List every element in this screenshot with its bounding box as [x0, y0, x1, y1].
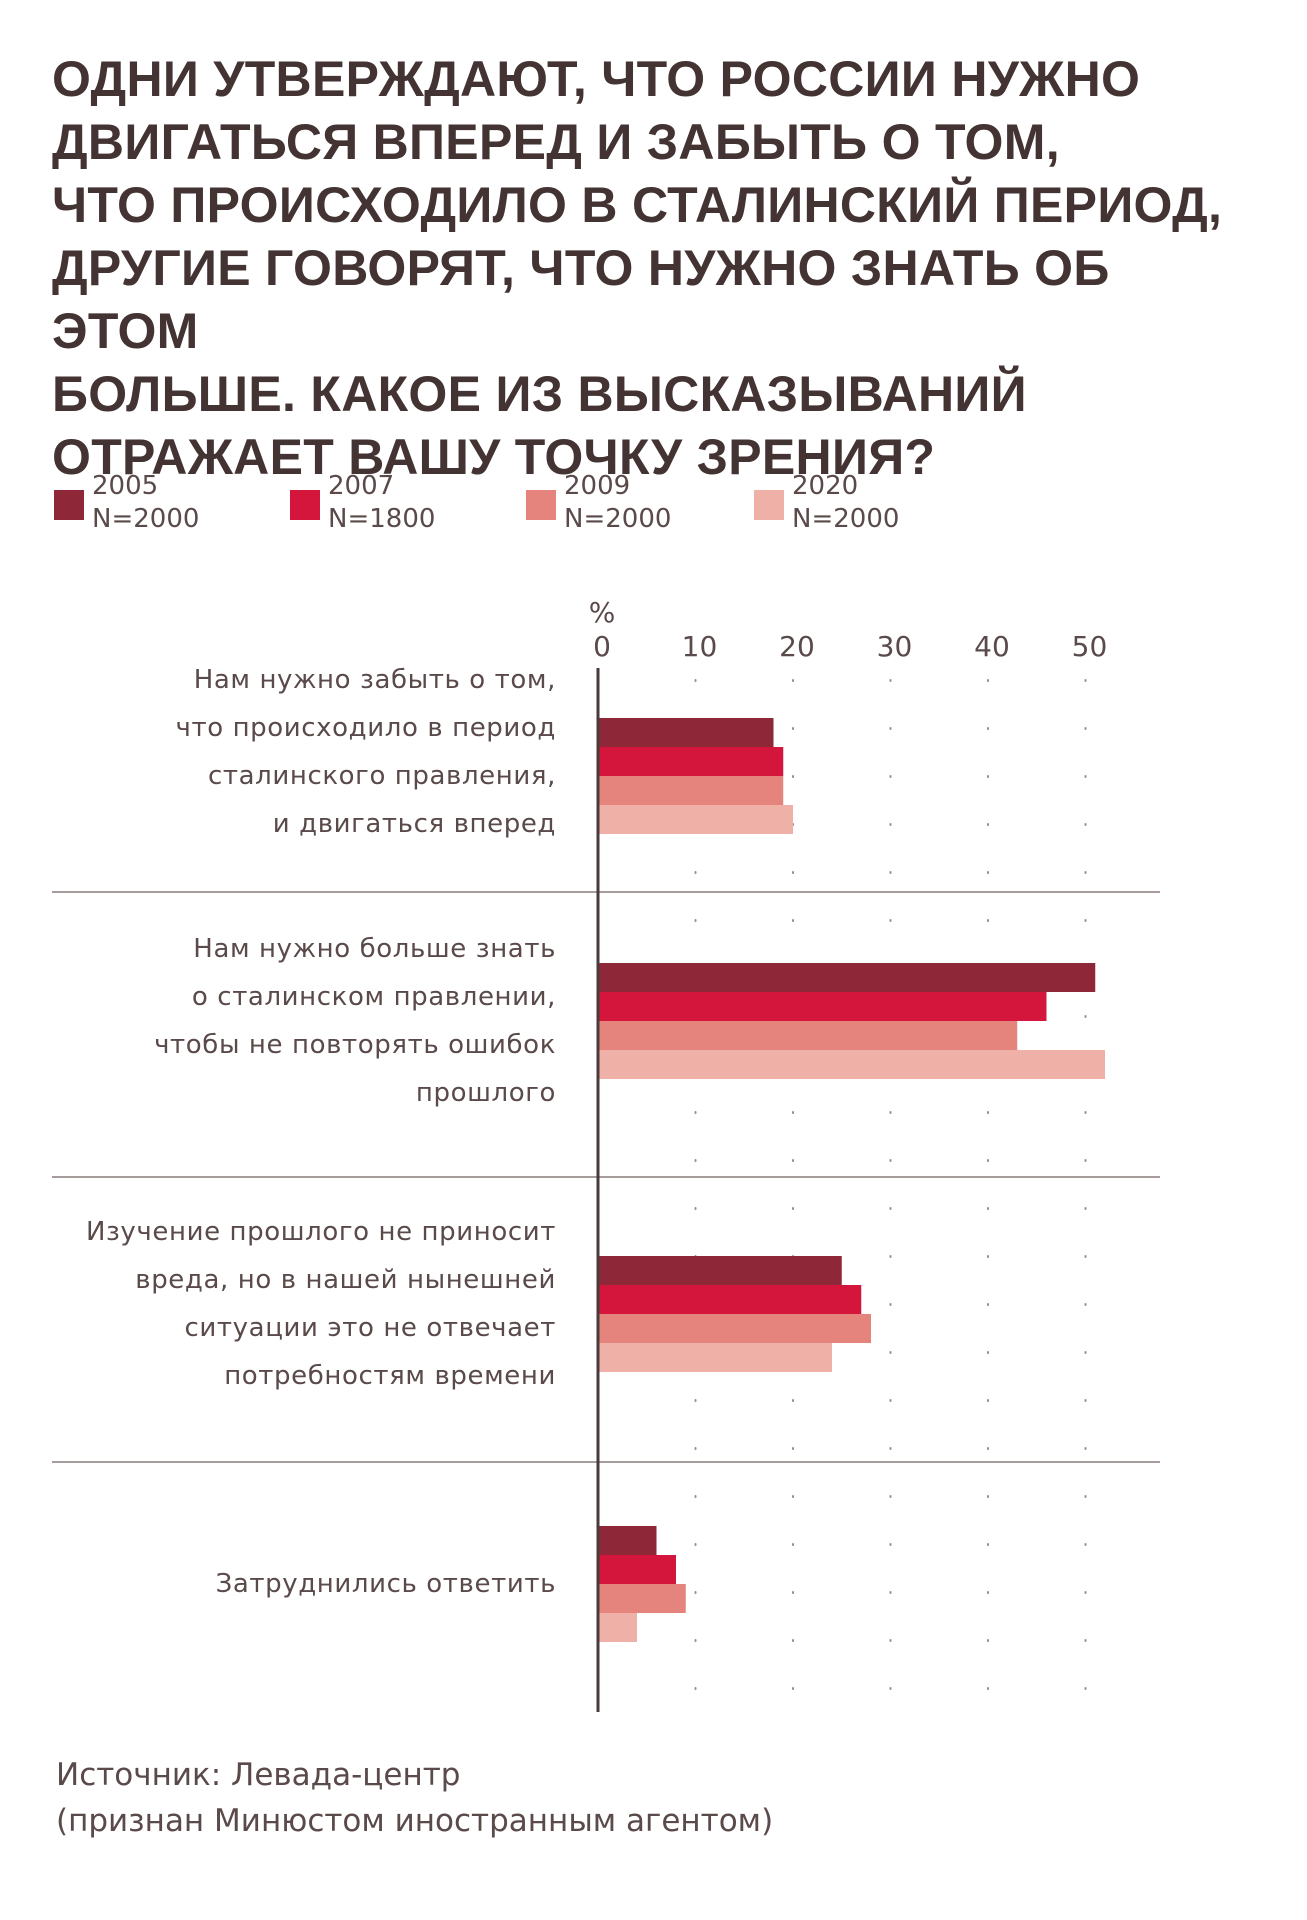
legend: 2005 N=2000 2007 N=1800 2009 N=2000 2020… [54, 470, 1054, 550]
legend-sample-size: N=2000 [792, 504, 900, 534]
legend-sample-size: N=1800 [328, 504, 436, 534]
legend-sample-size: N=2000 [564, 504, 672, 534]
category-label-line: потребностям времени [224, 1361, 556, 1391]
bar-2007 [598, 992, 1047, 1021]
bar-2009 [598, 1314, 871, 1343]
category-label-line: Изучение прошлого не приносит [86, 1217, 556, 1247]
bar-2007 [598, 1555, 676, 1584]
category-label-line: о сталинском правлении, [192, 982, 556, 1012]
category-label-line: сталинского правления, [208, 761, 556, 791]
axis-unit-label: % [589, 596, 616, 629]
category-label: Затруднились ответить [216, 1569, 556, 1599]
bar-2009 [598, 1584, 686, 1613]
legend-swatch [526, 490, 556, 520]
bar-2007 [598, 1285, 862, 1314]
x-tick-label: 30 [877, 630, 913, 663]
chart-title-line: БОЛЬШЕ. КАКОЕ ИЗ ВЫСКАЗЫВАНИЙ [52, 366, 1027, 422]
bar-2007 [598, 747, 784, 776]
source-line: (признан Минюстом иностранным агентом) [56, 1803, 774, 1839]
x-tick-label: 40 [974, 630, 1010, 663]
legend-year: 2005 [92, 471, 159, 501]
legend-sample-size: N=2000 [92, 504, 200, 534]
chart-title-line: ОДНИ УТВЕРЖДАЮТ, ЧТО РОССИИ НУЖНО [52, 51, 1141, 107]
legend-year: 2007 [328, 471, 395, 501]
bar-2009 [598, 1021, 1018, 1050]
x-tick-label: 10 [682, 630, 718, 663]
bar-2005 [598, 963, 1096, 992]
chart-title-line: ОТРАЖАЕТ ВАШУ ТОЧКУ ЗРЕНИЯ? [52, 429, 936, 485]
bar-2020 [598, 1343, 832, 1372]
x-tick-label: 50 [1072, 630, 1108, 663]
bar-2005 [598, 1526, 657, 1555]
category-label: Изучение прошлого не приносит вреда, но в… [86, 1217, 556, 1391]
legend-swatch [54, 490, 84, 520]
category-label-line: что происходило в период [175, 713, 556, 743]
x-tick-label: 0 [593, 630, 611, 663]
bar-2005 [598, 718, 774, 747]
x-tick-label: 20 [779, 630, 815, 663]
category-label: Нам нужно больше знать о сталинском правл… [154, 934, 556, 1108]
category-label-line: Нам нужно забыть о том, [194, 665, 556, 695]
chart-title-line: ЧТО ПРОИСХОДИЛО В СТАЛИНСКИЙ ПЕРИОД, [52, 177, 1223, 233]
bar-2020 [598, 1613, 637, 1642]
chart-title: ОДНИ УТВЕРЖДАЮТ, ЧТО РОССИИ НУЖНО ДВИГАТ… [52, 48, 1252, 489]
source-note: Источник: Левада-центр (признан Минюстом… [56, 1752, 773, 1844]
bar-2005 [598, 1256, 842, 1285]
source-line: Источник: Левада-центр [56, 1757, 461, 1793]
category-label-line: прошлого [416, 1078, 556, 1108]
category-label: Нам нужно забыть о том, что происходило в… [175, 665, 556, 839]
category-label-line: и двигаться вперед [273, 809, 556, 839]
legend-year: 2020 [792, 471, 859, 501]
legend-swatch [290, 490, 320, 520]
chart-title-line: ДВИГАТЬСЯ ВПЕРЕД И ЗАБЫТЬ О ТОМ, [52, 114, 1060, 170]
category-label-line: Нам нужно больше знать [193, 934, 556, 964]
category-label-line: Затруднились ответить [216, 1569, 556, 1599]
chart-title-line: ДРУГИЕ ГОВОРЯТ, ЧТО НУЖНО ЗНАТЬ ОБ ЭТОМ [52, 240, 1110, 359]
category-label-line: ситуации это не отвечает [185, 1313, 556, 1343]
legend-year: 2009 [564, 471, 631, 501]
legend-swatch [754, 490, 784, 520]
bar-2020 [598, 1050, 1105, 1079]
bar-2020 [598, 805, 793, 834]
category-label-line: чтобы не повторять ошибок [154, 1030, 556, 1060]
bar-2009 [598, 776, 784, 805]
category-label-line: вреда, но в нашей нынешней [135, 1265, 556, 1295]
